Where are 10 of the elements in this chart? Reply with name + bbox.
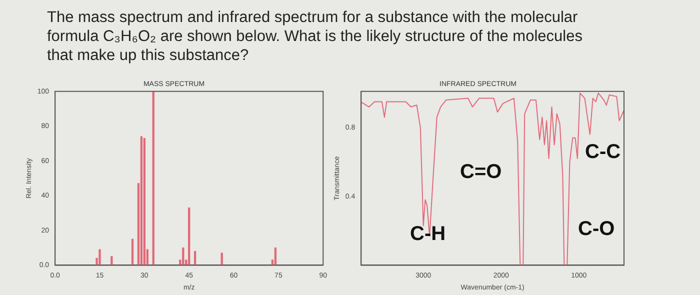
bar (140, 136, 143, 266)
annotation: C=O (460, 161, 502, 184)
bar (98, 249, 101, 266)
annotation: C-H (410, 223, 446, 246)
annotation: C-C (585, 141, 621, 164)
bar (143, 138, 146, 266)
annotation: C-O (578, 218, 615, 241)
bar (188, 208, 190, 266)
bar (152, 91, 154, 266)
text: The mass spectrum and infrared spectrum for a substance with the molecular formula C₃H₆O₂ are shown below. What is the likely structure of the molecules that make up this substance? (47, 8, 584, 65)
